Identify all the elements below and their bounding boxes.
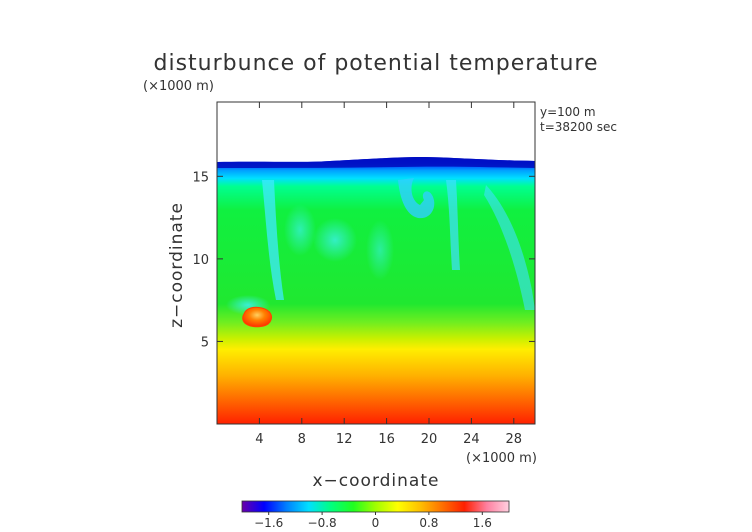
- x-tick-label: 8: [298, 432, 306, 447]
- x-unit-label: (×1000 m): [466, 451, 537, 466]
- warm-bubble: [242, 306, 273, 328]
- chart-title: disturbunce of potential temperature: [154, 51, 599, 76]
- cool-eddy: [313, 218, 357, 262]
- cold-plume: [262, 180, 284, 300]
- colorbar-tick-label: −1.6: [254, 516, 283, 530]
- cold-plume: [484, 185, 535, 310]
- x-tick-label: 4: [255, 432, 263, 447]
- x-tick-label: 16: [378, 432, 395, 447]
- plot-area: [217, 102, 535, 424]
- empty-upper-region: [217, 102, 535, 160]
- colorbar-tick-label: 0.8: [419, 516, 438, 530]
- y-tick-label: 5: [201, 335, 209, 350]
- colorbar-tick-label: 1.6: [473, 516, 492, 530]
- colorbar-tick-label: −0.8: [308, 516, 337, 530]
- y-tick-label: 10: [192, 253, 209, 268]
- colorbar: [241, 500, 510, 513]
- y-axis: 5 10 15: [192, 170, 535, 350]
- cool-eddy: [366, 220, 394, 280]
- y-tick-label: 15: [192, 170, 209, 185]
- y-unit-label: (×1000 m): [143, 79, 214, 94]
- x-tick-label: 20: [421, 432, 438, 447]
- x-axis-label: x−coordinate: [313, 471, 440, 491]
- x-tick-label: 28: [506, 432, 523, 447]
- x-tick-label: 12: [336, 432, 353, 447]
- x-axis: 4 8 12 16 20 24 28: [255, 102, 522, 447]
- cold-plume: [446, 180, 460, 270]
- plot-frame: [216, 101, 536, 425]
- cold-layer: [217, 157, 535, 168]
- cold-plume: [398, 178, 435, 219]
- annotation-t: t=38200 sec: [540, 120, 617, 134]
- colorbar-tick-label: 0: [372, 516, 380, 530]
- cool-eddy: [284, 204, 316, 256]
- x-tick-label: 24: [463, 432, 480, 447]
- y-axis-label: z−coordinate: [167, 202, 187, 328]
- annotation-y: y=100 m: [540, 105, 596, 119]
- colorbar-ticks: −1.6 −0.8 0 0.8 1.6: [254, 512, 492, 530]
